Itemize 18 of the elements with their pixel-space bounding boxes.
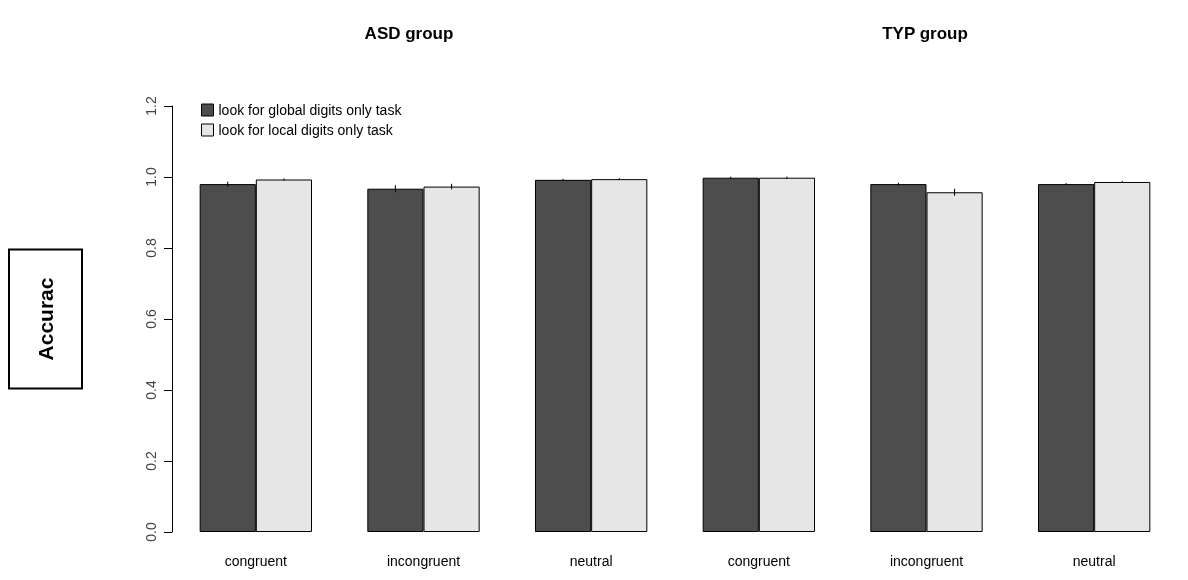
y-tick-label: 0.2	[143, 451, 159, 471]
y-tick-label: 0.4	[143, 380, 159, 400]
x-tick-label: incongruent	[889, 553, 964, 569]
x-tick-label: congruent	[224, 553, 288, 569]
y-axis-title: Accurac	[34, 277, 57, 361]
legend-label: look for local digits only task	[218, 122, 394, 138]
text: TYP group	[882, 24, 968, 43]
x-tick-label: congruent	[727, 553, 791, 569]
y-tick-label: 0.0	[143, 522, 159, 542]
x-tick-label: neutral	[1072, 553, 1116, 569]
legend-label: look for global digits only task	[218, 102, 403, 118]
y-tick-label: 0.6	[143, 309, 159, 329]
x-tick-label: incongruent	[386, 553, 461, 569]
y-tick-label: 1.0	[143, 167, 159, 187]
y-tick-label: 1.2	[143, 96, 159, 116]
x-tick-label: neutral	[569, 553, 613, 569]
y-tick-label: 0.8	[143, 238, 159, 258]
text: ASD group	[364, 24, 454, 43]
